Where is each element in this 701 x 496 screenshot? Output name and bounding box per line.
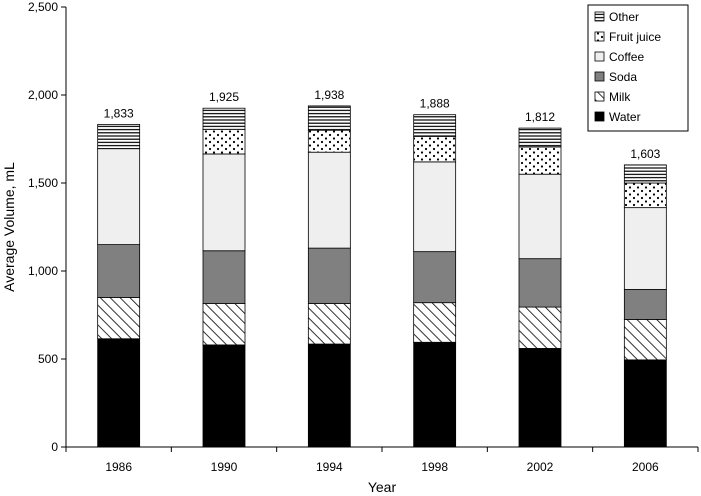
y-tick-label: 1,500 [28, 176, 58, 190]
bar-segment-milk [518, 306, 562, 349]
bar-segment-water [202, 344, 246, 448]
total-label: 1,812 [525, 110, 555, 124]
legend-item-soda: Soda [594, 70, 637, 84]
bar-segment-milk [307, 303, 351, 345]
bar-segment-soda [623, 289, 667, 320]
y-tick-label: 2,000 [28, 88, 58, 102]
legend-box [587, 4, 689, 132]
bar-segment-other [518, 127, 562, 148]
bar-segment-coffee [623, 207, 667, 290]
x-tick-label: 1994 [316, 460, 343, 474]
bar-segment-milk [623, 318, 667, 361]
bar-segment-fruit-juice [413, 135, 457, 163]
legend-item-milk: Milk [594, 90, 631, 104]
legend-item-coffee: Coffee [594, 50, 644, 64]
legend-label: Soda [609, 70, 637, 84]
bar-stack-1998 [413, 114, 457, 448]
bar-segment-soda [202, 250, 246, 304]
legend-item-other: Other [594, 10, 639, 24]
bar-segment-milk [413, 302, 457, 343]
bar-segment-water [97, 338, 141, 448]
bar-segment-other [202, 107, 246, 130]
bar-segment-other [413, 114, 457, 137]
bar-segment-soda [307, 247, 351, 304]
y-axis-title: Average Volume, mL [1, 162, 17, 292]
total-labels: 1,833 1,925 1,938 1,888 1,812 1,603 [104, 88, 661, 161]
legend-swatch [594, 91, 605, 102]
bars [97, 105, 667, 448]
total-label: 1,833 [104, 106, 134, 120]
x-tick-label: 1986 [105, 460, 132, 474]
legend: Other Fruit juice Coffee Soda Milk Water [587, 4, 689, 132]
x-tick-label: 1998 [421, 460, 448, 474]
legend-label: Water [609, 110, 641, 124]
bar-segment-soda [518, 258, 562, 308]
x-axis: 1986 1990 1994 1998 2002 2006 [65, 446, 699, 474]
legend-label: Other [609, 10, 639, 24]
x-tick-label: 1990 [211, 460, 238, 474]
bar-segment-coffee [202, 153, 246, 252]
legend-item-fruit-juice: Fruit juice [594, 30, 661, 44]
y-tick-label: 0 [51, 440, 58, 454]
bar-segment-water [518, 348, 562, 448]
bar-segment-other [623, 164, 667, 184]
legend-swatch [594, 111, 605, 122]
bar-segment-fruit-juice [202, 128, 246, 155]
y-tick-label: 1,000 [28, 264, 58, 278]
bar-stack-1986 [97, 123, 141, 448]
bar-stack-2002 [518, 127, 562, 448]
bar-segment-coffee [97, 148, 141, 245]
y-axis: 0 500 1,000 1,500 2,000 2,500 [28, 0, 67, 454]
legend-label: Milk [609, 90, 631, 104]
legend-swatch [594, 31, 605, 42]
legend-swatch [594, 11, 605, 22]
bar-segment-soda [413, 251, 457, 304]
bar-segment-water [307, 343, 351, 448]
bar-segment-fruit-juice [518, 146, 562, 175]
legend-label: Fruit juice [609, 30, 661, 44]
y-tick-label: 2,500 [28, 0, 58, 14]
legend-swatch [594, 51, 605, 62]
bar-stack-1994 [307, 105, 351, 448]
bar-segment-other [307, 105, 351, 131]
total-label: 1,888 [420, 97, 450, 111]
legend-item-water: Water [594, 110, 641, 124]
bar-segment-soda [97, 244, 141, 298]
total-label: 1,603 [630, 147, 660, 161]
legend-label: Coffee [609, 50, 644, 64]
bar-stack-1990 [202, 107, 246, 448]
bar-segment-fruit-juice [307, 129, 351, 153]
bar-segment-coffee [307, 151, 351, 249]
bar-segment-coffee [413, 161, 457, 253]
bar-segment-water [413, 341, 457, 448]
bar-segment-milk [97, 296, 141, 340]
legend-swatch [594, 71, 605, 82]
y-tick-label: 500 [38, 352, 58, 366]
x-axis-title: Year [368, 479, 397, 495]
total-label: 1,938 [314, 88, 344, 102]
bar-segment-water [623, 359, 667, 448]
x-tick-label: 2002 [527, 460, 554, 474]
x-tick-label: 2006 [632, 460, 659, 474]
bar-segment-fruit-juice [623, 182, 667, 209]
total-label: 1,925 [209, 90, 239, 104]
bar-stack-2006 [623, 164, 667, 448]
bar-segment-other [97, 123, 141, 150]
bar-segment-coffee [518, 173, 562, 260]
bar-segment-milk [202, 303, 246, 346]
